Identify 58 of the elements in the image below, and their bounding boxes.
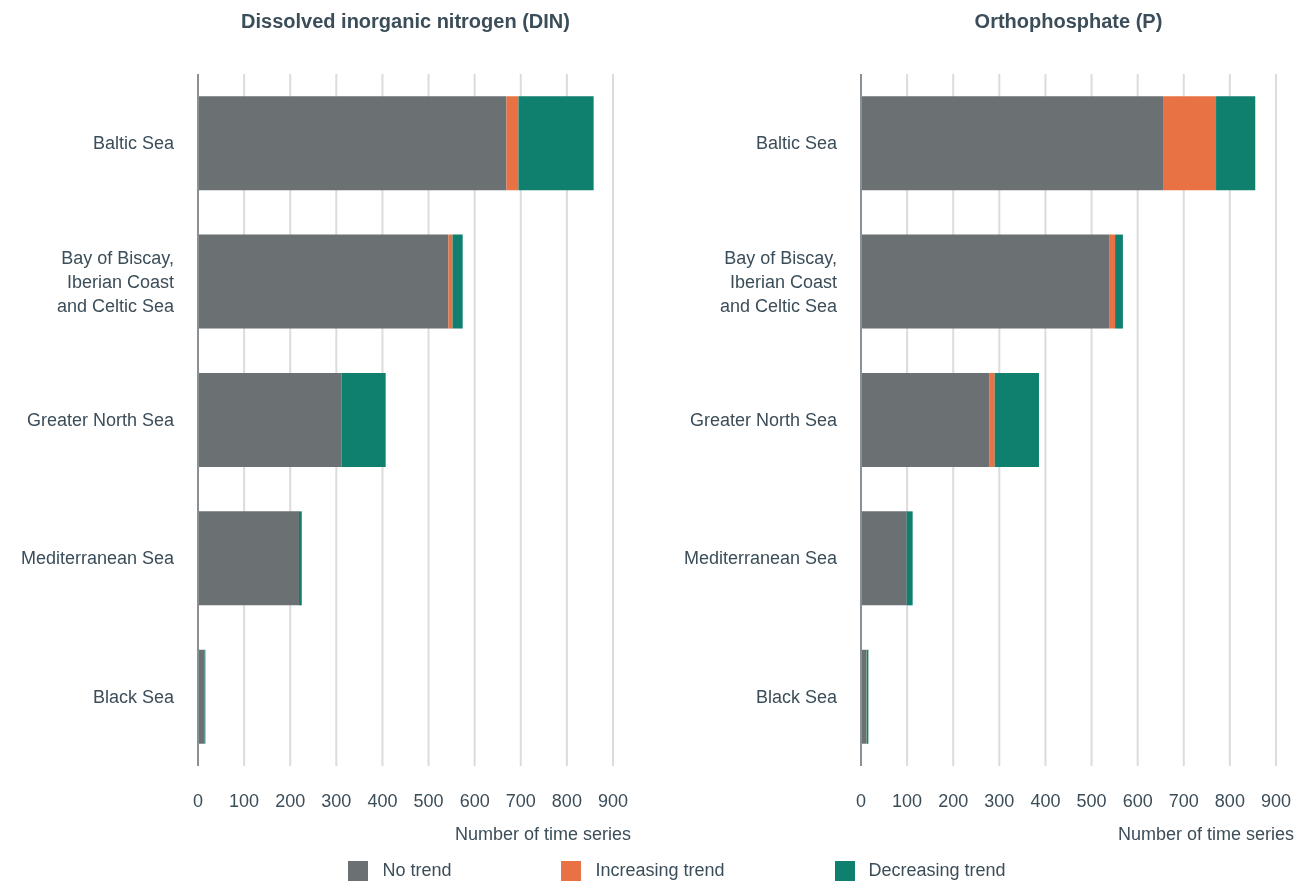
y-tick-label: Greater North Sea <box>689 410 838 430</box>
bar <box>198 511 299 606</box>
bar <box>198 372 342 467</box>
x-tick-label: 700 <box>1168 790 1199 811</box>
x-tick-label: 0 <box>192 790 204 811</box>
x-tick-label: 400 <box>1030 790 1061 811</box>
chart-title: Dissolved inorganic nitrogen (DIN) <box>240 9 571 34</box>
bar <box>861 96 1164 191</box>
bar <box>1109 234 1116 329</box>
x-tick-label: 700 <box>505 790 536 811</box>
bar <box>341 372 386 467</box>
y-tick-label: Bay of Biscay, Iberian Coast and Celtic Sea <box>719 247 838 316</box>
bar <box>1163 96 1217 191</box>
y-tick-label: Bay of Biscay, Iberian Coast and Celtic Sea <box>56 247 175 316</box>
y-tick-label: Black Sea <box>92 686 175 707</box>
x-tick-label: 100 <box>229 790 260 811</box>
x-tick-label: 100 <box>892 790 923 811</box>
bar <box>298 511 302 606</box>
y-tick-label: Black Sea <box>755 686 838 707</box>
x-tick-label: 400 <box>367 790 398 811</box>
bar <box>1216 96 1256 191</box>
x-tick-label: 300 <box>321 790 352 811</box>
bar <box>518 96 594 191</box>
legend-label: No trend <box>382 860 452 881</box>
x-tick-label: 200 <box>275 790 306 811</box>
bar <box>906 511 913 606</box>
x-tick-label: 600 <box>1122 790 1153 811</box>
bar <box>506 96 519 191</box>
legend-label: Increasing trend <box>595 860 725 881</box>
bar <box>452 234 463 329</box>
bar <box>448 234 453 329</box>
bar <box>861 372 990 467</box>
bar <box>198 96 507 191</box>
x-tick-label: 900 <box>597 790 629 811</box>
y-tick-label: Greater North Sea <box>26 410 175 430</box>
x-tick-label: 800 <box>1214 790 1245 811</box>
x-tick-label: 200 <box>938 790 969 811</box>
x-tick-label: 500 <box>1076 790 1107 811</box>
x-tick-label: 300 <box>984 790 1015 811</box>
x-tick-label: 0 <box>855 790 867 811</box>
bar <box>198 234 449 329</box>
y-tick-label: Mediterranean Sea <box>683 548 838 569</box>
y-tick-label: Mediterranean Sea <box>20 548 175 569</box>
bar <box>1115 234 1123 329</box>
y-tick-label: Baltic Sea <box>755 133 838 154</box>
bar <box>861 511 907 606</box>
x-axis-title: Number of time series <box>454 824 631 844</box>
y-tick-label: Baltic Sea <box>92 133 175 154</box>
x-tick-label: 600 <box>459 790 490 811</box>
x-tick-label: 500 <box>413 790 444 811</box>
bar <box>989 372 995 467</box>
bar <box>994 372 1039 467</box>
x-axis-title: Number of time series <box>1117 824 1294 844</box>
x-tick-label: 800 <box>551 790 582 811</box>
legend-label: Decreasing trend <box>868 860 1006 881</box>
chart-title: Orthophosphate (P) <box>973 9 1164 34</box>
x-tick-label: 900 <box>1260 790 1292 811</box>
bar <box>861 234 1110 329</box>
